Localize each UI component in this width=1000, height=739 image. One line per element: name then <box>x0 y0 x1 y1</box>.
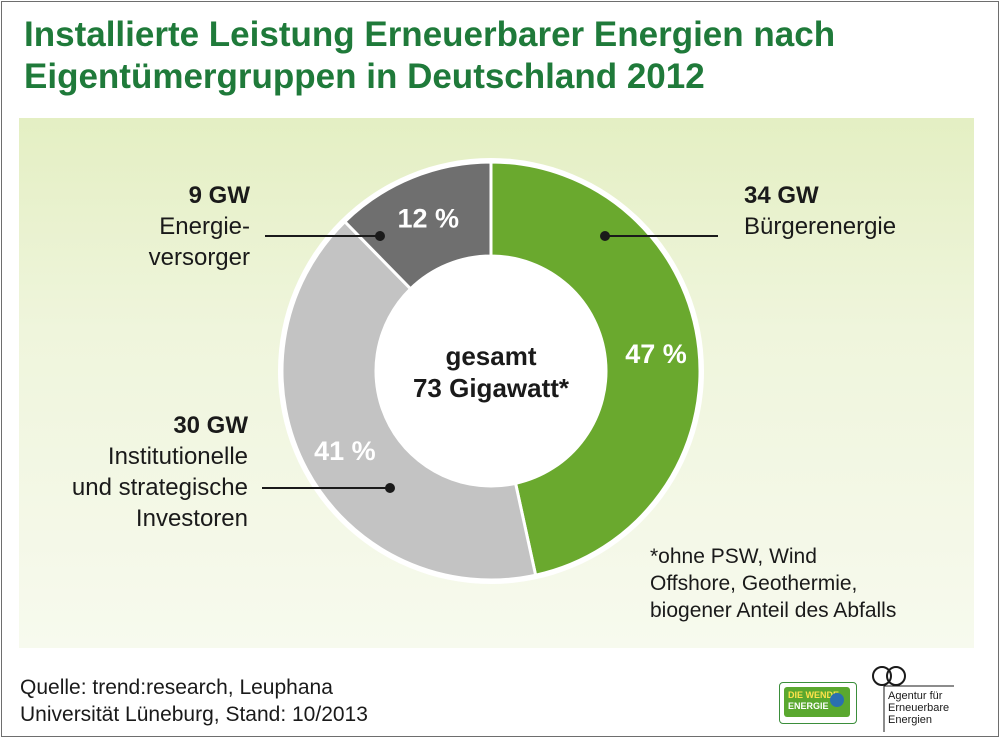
percent-label-0: 47 % <box>625 339 687 369</box>
aee-logo-text: Agentur für Erneuerbare Energien <box>888 690 949 726</box>
aee-logo-text-2: Erneuerbare <box>888 702 950 714</box>
energiewende-logo-icon <box>830 693 844 707</box>
label-institutionell-name-2: und strategische <box>71 474 248 501</box>
energiewende-logo-text-1: DIE WENDE <box>788 690 840 700</box>
percent-label-1: 41 % <box>314 436 376 466</box>
label-versorger-name-2: versorger <box>148 244 250 271</box>
label-institutionell-gw: 30 GW <box>173 412 248 439</box>
footnote-line1: *ohne PSW, Wind <box>650 545 817 568</box>
label-buerger-gw: 34 GW <box>744 182 819 209</box>
leader-dot-1 <box>385 483 395 493</box>
center-label-line1: gesamt <box>445 341 536 371</box>
label-versorger: 9 GW Energie- versorger <box>110 180 250 273</box>
source-line1: Quelle: trend:research, Leuphana <box>20 676 333 699</box>
footnote: *ohne PSW, Wind Offshore, Geothermie, bi… <box>650 543 896 624</box>
source-line2: Universität Lüneburg, Stand: 10/2013 <box>20 703 368 726</box>
leader-dot-0 <box>600 231 610 241</box>
label-institutionell-name-1: Institutionelle <box>107 443 248 470</box>
aee-logo-text-1: Agentur für <box>888 690 943 702</box>
label-buerger-name: Bürgerenergie <box>744 213 897 240</box>
percent-label-2: 12 % <box>398 203 460 233</box>
label-buerger: 34 GW Bürgerenergie <box>744 180 964 242</box>
chart-title-line2: Eigentümergruppen in Deutschland 2012 <box>24 57 705 96</box>
chart-title: Installierte Leistung Erneuerbarer Energ… <box>24 14 964 98</box>
label-versorger-gw: 9 GW <box>188 182 250 209</box>
footnote-line3: biogener Anteil des Abfalls <box>650 599 897 622</box>
energiewende-logo-text-2: ENERGIE <box>788 701 829 711</box>
label-institutionell: 30 GW Institutionelle und strategische I… <box>20 410 248 534</box>
aee-logo-text-3: Energien <box>888 714 933 726</box>
donut-hole <box>376 256 606 486</box>
leader-dot-2 <box>375 231 385 241</box>
label-institutionell-name-3: Investoren <box>135 505 248 532</box>
aee-logo-mark <box>872 666 954 732</box>
center-label-line2: 73 Gigawatt* <box>413 373 570 403</box>
footnote-line2: Offshore, Geothermie, <box>650 572 858 595</box>
energiewende-logo: DIE WENDE ENERGIE <box>779 682 857 724</box>
aee-logo: Agentur für Erneuerbare Energien <box>870 660 980 734</box>
chart-title-line1: Installierte Leistung Erneuerbarer Energ… <box>24 15 836 54</box>
source-note: Quelle: trend:research, Leuphana Univers… <box>20 674 368 728</box>
label-versorger-name-1: Energie- <box>159 213 250 240</box>
